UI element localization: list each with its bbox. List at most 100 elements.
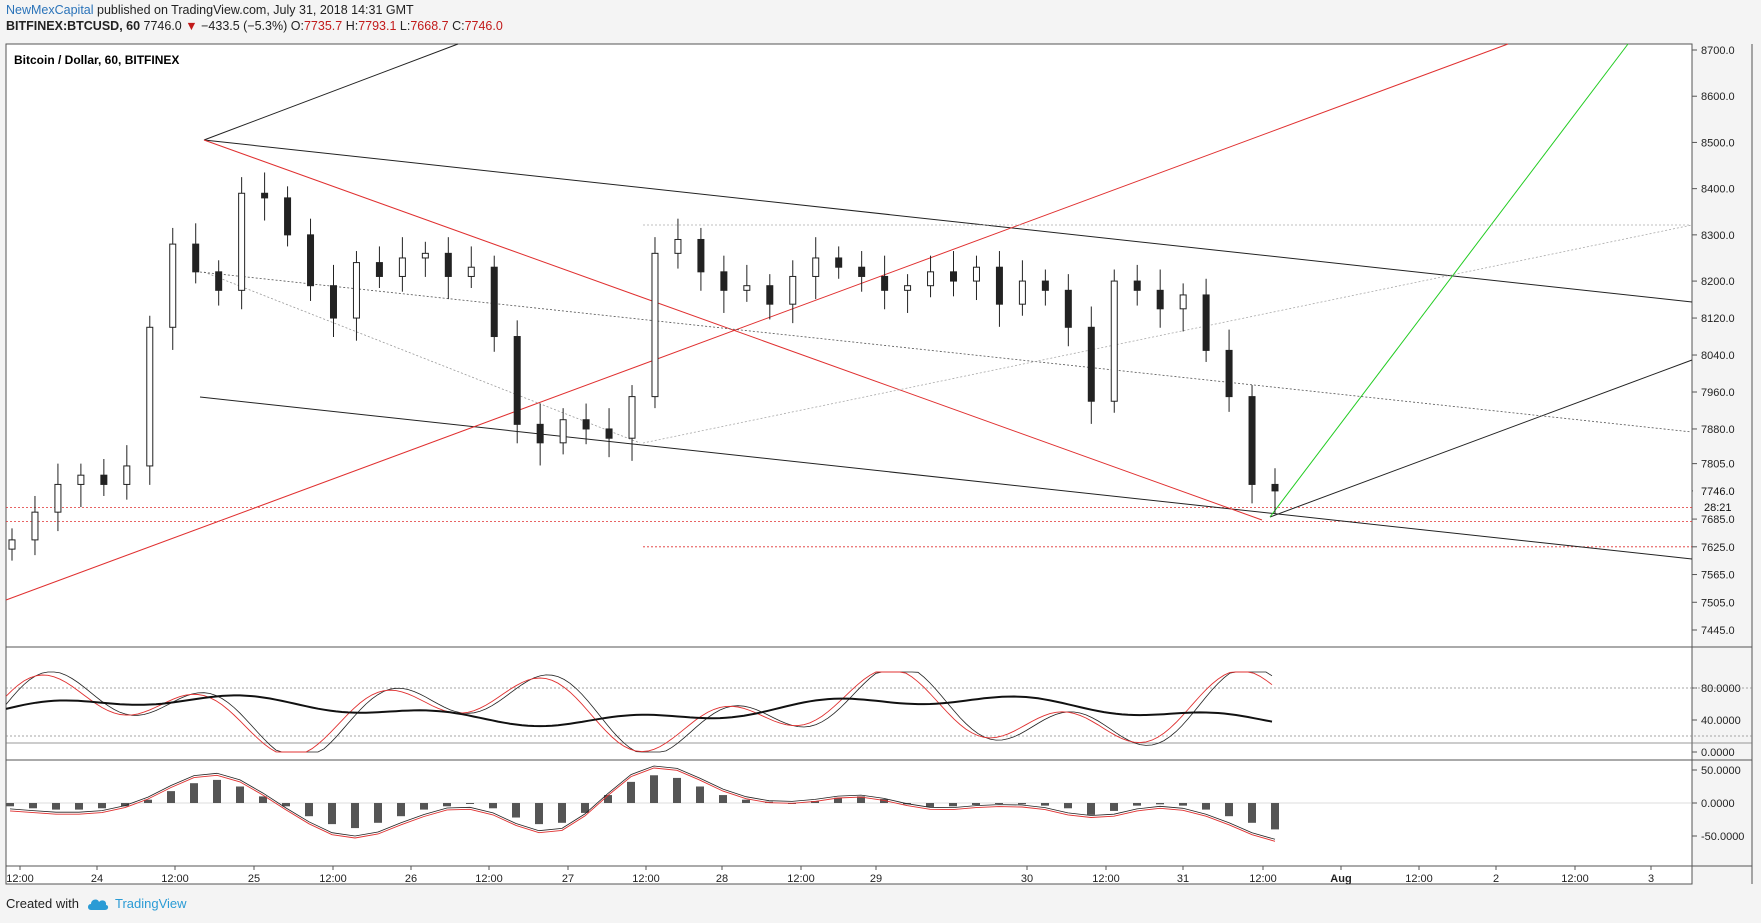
macd-histogram-bar [98, 803, 106, 809]
price-levels [6, 507, 1752, 744]
macd-histogram-bar [443, 803, 451, 807]
candle-body [169, 243, 177, 328]
candle-body [1064, 289, 1072, 328]
open-label: O: [290, 19, 304, 33]
candle-body [513, 336, 521, 425]
candle-body [812, 257, 820, 277]
candle-body [329, 285, 337, 319]
oscillator-axis[interactable]: 80.0000 40.0000 0.0000 [1692, 683, 1741, 759]
price-tick-label: 7805.0 [1701, 459, 1735, 471]
symbol-label: BITFINEX:BTCUSD, 60 [6, 19, 141, 33]
macd-pane [6, 765, 1692, 842]
candle-body [1156, 289, 1164, 310]
macd-axis[interactable]: 50.0000 0.0000 -50.0000 [1692, 765, 1744, 843]
time-tick-label: 30 [1021, 873, 1033, 885]
close-label: C: [452, 19, 465, 33]
macd-signal-line [9, 767, 1276, 842]
last-price: 7746.0 [143, 19, 182, 33]
tradingview-link[interactable]: TradingView [87, 896, 187, 911]
candles [8, 172, 1279, 561]
macd-histogram-bar [1041, 803, 1049, 806]
macd-histogram-bar [1271, 803, 1279, 830]
price-tick-label: 8700.0 [1701, 45, 1735, 57]
macd-histogram-bar [512, 803, 520, 818]
candle-body [720, 271, 728, 291]
trendlines[interactable] [5, 43, 1693, 601]
chart-frame [5, 43, 1693, 885]
macd-histogram-bar [121, 803, 129, 807]
author-link[interactable]: NewMexCapital [6, 3, 94, 17]
macd-histogram-bar [167, 791, 175, 803]
macd-histogram-bar [558, 803, 566, 823]
macd-histogram-bar [1179, 803, 1187, 806]
candle-body [605, 428, 613, 439]
close-value: 7746.0 [464, 19, 503, 33]
macd-histogram-bar [213, 779, 221, 803]
macd-histogram-bar [627, 781, 635, 803]
candle-body [651, 252, 659, 398]
macd-histogram-bar [374, 803, 382, 823]
macd-histogram-bar [190, 783, 198, 803]
candle-body [54, 483, 62, 513]
time-tick-label: 3 [1648, 873, 1654, 885]
candle-body [307, 234, 315, 287]
candle-body [674, 238, 682, 254]
price-tick-label: 7960.0 [1701, 387, 1735, 399]
price-tick-label: 7565.0 [1701, 570, 1735, 582]
quote-line: BITFINEX:BTCUSD, 60 7746.0 ▼ −433.5 (−5.… [6, 18, 503, 34]
macd-histogram-bar [1110, 803, 1118, 811]
macd-histogram-bar [834, 797, 842, 803]
candle-body [766, 285, 774, 305]
macd-histogram-bar [926, 803, 934, 807]
candle-body [31, 511, 39, 541]
last-price-badge [1693, 482, 1741, 499]
candle-body [858, 266, 866, 277]
macd-histogram-bar [1087, 803, 1095, 815]
candle-body [582, 419, 590, 430]
trendline [203, 43, 459, 141]
macd-histogram-bar [236, 786, 244, 803]
candle-body [881, 275, 889, 291]
time-tick-label: 12:00 [161, 873, 189, 885]
macd-tick-label: 0.0000 [1701, 798, 1735, 810]
macd-line [9, 765, 1276, 840]
change-value: −433.5 (−5.3%) [201, 19, 288, 33]
macd-histogram-bar [880, 799, 888, 803]
candle-body [1110, 280, 1118, 402]
time-tick-label: 25 [248, 873, 260, 885]
countdown-label: 28:21 [1704, 502, 1732, 514]
time-tick-label: 28 [716, 873, 728, 885]
candle-body [1179, 294, 1187, 310]
high-value: 7793.1 [358, 19, 397, 33]
time-tick-label: 12:00 [475, 873, 503, 885]
low-label: L: [399, 19, 411, 33]
macd-tick-label: 50.0000 [1701, 765, 1741, 777]
candle-body [628, 396, 636, 439]
time-tick-label: 12:00 [1092, 873, 1120, 885]
macd-histogram-bar [1248, 803, 1256, 823]
time-tick-label: 12:00 [6, 873, 34, 885]
time-tick-label: 12:00 [1405, 873, 1433, 885]
low-value: 7668.7 [410, 19, 449, 33]
price-tick-label: 8120.0 [1701, 313, 1735, 325]
macd-histogram-bar [489, 803, 497, 809]
osc-tick-label: 40.0000 [1701, 715, 1741, 727]
macd-histogram-bar [6, 803, 14, 807]
candle-body [467, 266, 475, 277]
candle-body [927, 271, 935, 287]
price-axis[interactable]: 8700.0 8600.0 8500.0 8400.0 8300.0 8200.0 8120… [1692, 45, 1735, 637]
macd-histogram-bar [673, 777, 681, 803]
time-tick-label: 12:00 [787, 873, 815, 885]
plot-title: Bitcoin / Dollar, 60, BITFINEX [14, 53, 179, 67]
candle-body [1202, 294, 1210, 351]
macd-histogram-bar [52, 803, 60, 810]
osc-rsi-line [5, 694, 1273, 728]
time-axis[interactable]: 12:00 24 12:00 25 12:00 26 12:00 27 12:00 28 12:00… [6, 866, 1654, 885]
candle-body [284, 197, 292, 236]
time-tick-label: 26 [405, 873, 417, 885]
publish-line: NewMexCapital published on TradingView.c… [6, 2, 503, 18]
published-text: published on TradingView.com, July 31, 2… [97, 3, 414, 17]
macd-histogram-bar [282, 803, 290, 807]
candle-body [261, 192, 269, 199]
